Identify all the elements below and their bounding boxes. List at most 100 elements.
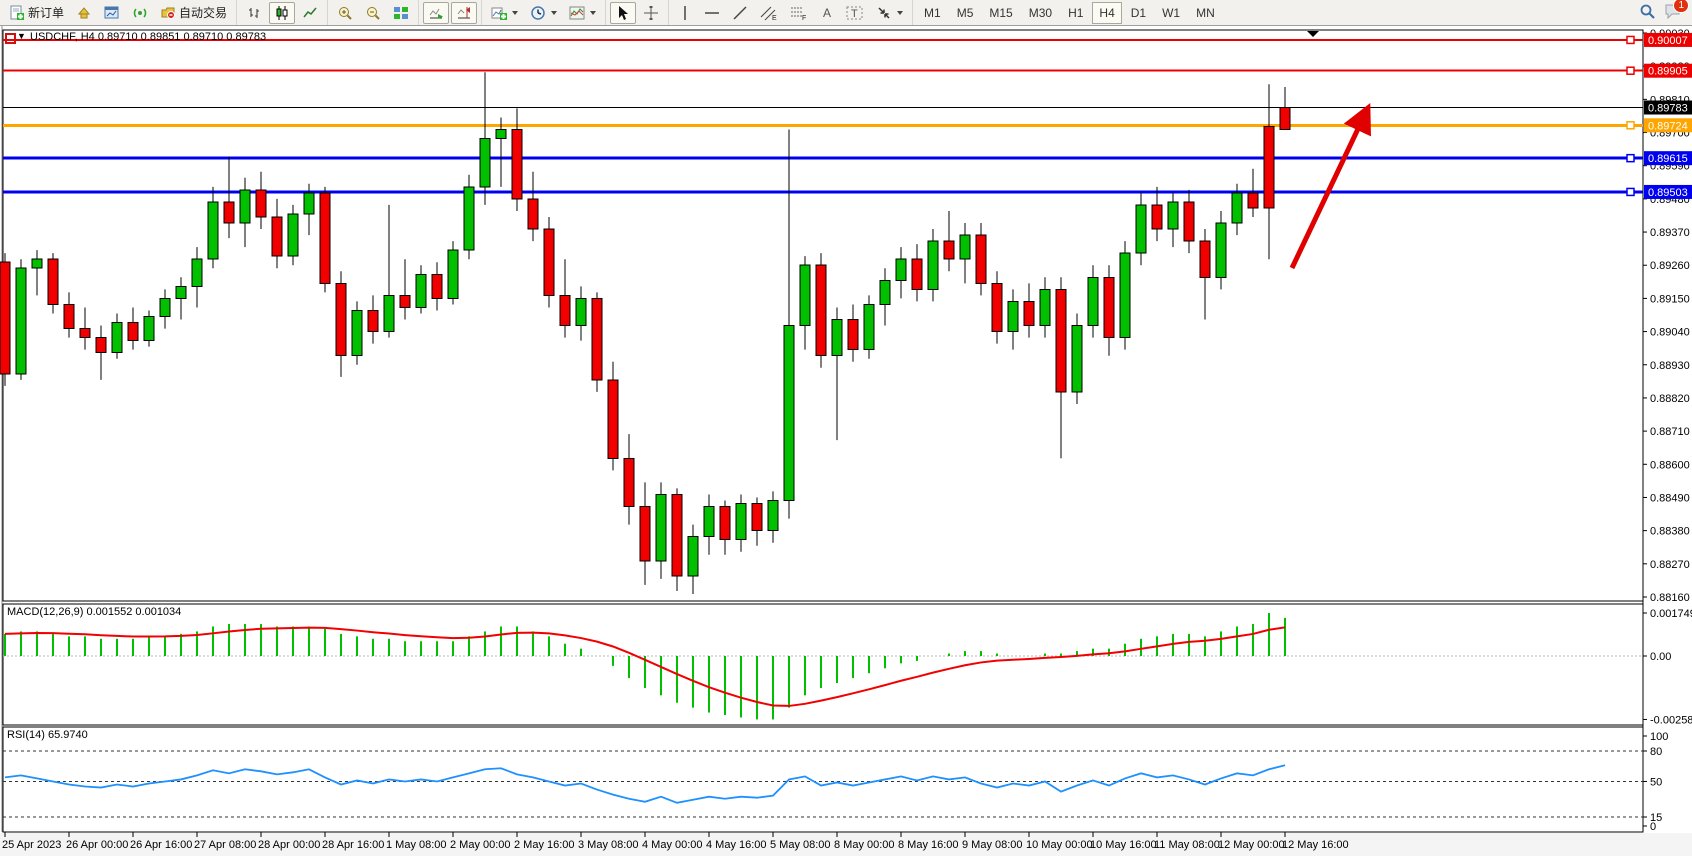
bar-chart-icon [246,5,262,21]
trendline-button[interactable] [727,2,753,24]
zoom-out-icon [365,5,381,21]
trendline-icon [732,5,748,21]
macd-indicator-label: MACD(12,26,9) 0.001552 0.001034 [7,606,182,618]
text-button[interactable]: A [815,2,839,24]
zoom-in-icon [337,5,353,21]
chart-window-icon [104,5,120,21]
chart-shift-icon [456,5,472,21]
svg-text:50: 50 [1650,776,1662,788]
toolbar-group-zoom [327,0,418,25]
chart-title: USDCHF, H4 0.89710 0.89851 0.89710 0.897… [30,31,267,43]
chart-shift-button[interactable] [451,1,478,24]
auto-trading-button[interactable]: 自动交易 [155,1,232,24]
svg-text:26 Apr 16:00: 26 Apr 16:00 [130,839,192,851]
svg-text:0.88270: 0.88270 [1650,559,1690,571]
svg-text:25 Apr 2023: 25 Apr 2023 [2,839,61,851]
horizontal-line-button[interactable] [699,2,725,24]
timeframe-h4[interactable]: H4 [1092,1,1122,24]
svg-text:8 May 16:00: 8 May 16:00 [898,839,959,851]
zoom-in-button[interactable] [332,2,358,24]
templates-button[interactable] [564,2,601,24]
timeframe-m1[interactable]: M1 [924,5,941,20]
expand-triangle-icon[interactable]: ▼ [17,31,26,41]
toolbar-group-drawing: E F A T [668,0,912,25]
svg-text:4 May 16:00: 4 May 16:00 [706,839,767,851]
periods-button[interactable] [525,2,562,24]
svg-text:0.88930: 0.88930 [1650,360,1690,372]
arrows-tool-icon [876,5,892,21]
notifications-button[interactable]: 1 [1664,0,1689,22]
toolbar-group-objects [481,0,605,25]
timeframe-m15[interactable]: M15 [989,5,1013,20]
auto-scroll-button[interactable] [423,1,450,24]
zoom-out-button[interactable] [360,2,386,24]
indicators-button[interactable] [486,2,523,24]
svg-text:0.90007: 0.90007 [1648,35,1688,47]
periods-dropdown-arrow [551,10,558,15]
svg-text:10 May 16:00: 10 May 16:00 [1090,839,1157,851]
svg-text:15: 15 [1650,812,1662,824]
styles-button[interactable] [71,2,97,24]
vertical-line-button[interactable] [673,2,697,24]
svg-text:80: 80 [1650,746,1662,758]
timeframe-mn[interactable]: MN [1196,5,1215,20]
svg-text:4 May 00:00: 4 May 00:00 [642,839,703,851]
arrows-tool-button[interactable] [871,2,908,24]
timeframe-w1[interactable]: W1 [1162,5,1181,20]
svg-text:28 Apr 00:00: 28 Apr 00:00 [258,839,320,851]
bar-chart-button[interactable] [241,2,267,24]
horizontal-lines[interactable]: 0.90007 0.89905 0.89724 0.89615 0.89503 [3,32,1692,199]
market-watch-button[interactable] [99,2,125,24]
signal-icon [132,5,148,21]
timeframe-h1[interactable]: H1 [1068,5,1084,20]
vertical-line-icon [678,5,692,21]
auto-trading-icon [160,5,176,21]
svg-text:100: 100 [1650,731,1668,743]
equidistant-channel-button[interactable]: E [755,2,783,24]
new-order-icon [9,5,25,21]
toolbar-group-charttype [236,0,327,25]
svg-text:26 Apr 00:00: 26 Apr 00:00 [66,839,128,851]
svg-text:0.00: 0.00 [1650,651,1671,663]
one-click-trading-icon[interactable] [5,33,16,44]
fibonacci-button[interactable]: F [785,2,813,24]
candlestick-button[interactable] [269,1,296,24]
svg-text:11 May 08:00: 11 May 08:00 [1154,839,1220,851]
svg-text:0: 0 [1650,821,1656,833]
search-icon[interactable] [1639,3,1656,23]
svg-text:1 May 08:00: 1 May 08:00 [386,839,447,851]
svg-text:0.88490: 0.88490 [1650,492,1690,504]
macd-signal-line [4,626,1286,707]
svg-text:3 May 08:00: 3 May 08:00 [578,839,639,851]
tile-windows-icon [393,5,409,21]
shift-marker-icon[interactable] [1307,31,1319,37]
tile-windows-button[interactable] [388,2,414,24]
timeframe-d1[interactable]: D1 [1130,5,1147,20]
svg-text:T: T [851,8,858,20]
candles [0,72,1291,594]
svg-text:9 May 08:00: 9 May 08:00 [962,839,1023,851]
new-order-label: 新订单 [28,6,65,20]
timeframe-m30[interactable]: M30 [1028,5,1053,20]
trend-arrow[interactable] [1289,102,1371,270]
svg-text:12 May 16:00: 12 May 16:00 [1282,839,1349,851]
line-chart-button[interactable] [297,2,323,24]
line-chart-icon [302,5,318,21]
arrows-dropdown-arrow [897,10,904,15]
signals-button[interactable] [127,2,153,24]
new-order-button[interactable]: 新订单 [4,1,69,24]
text-label-button[interactable]: T [841,2,869,24]
indicators-dropdown-arrow [512,10,519,15]
toolbar: 新订单 自动交易 [0,0,1692,26]
paint-bucket-icon [76,5,92,21]
cursor-button[interactable] [610,1,637,24]
auto-trading-label: 自动交易 [179,6,228,20]
timeframe-m5[interactable]: M5 [956,5,974,20]
crosshair-button[interactable] [638,2,664,24]
svg-text:A: A [823,6,831,20]
toolbar-group-cursor [605,0,668,25]
toolbar-group-scroll [418,0,481,25]
